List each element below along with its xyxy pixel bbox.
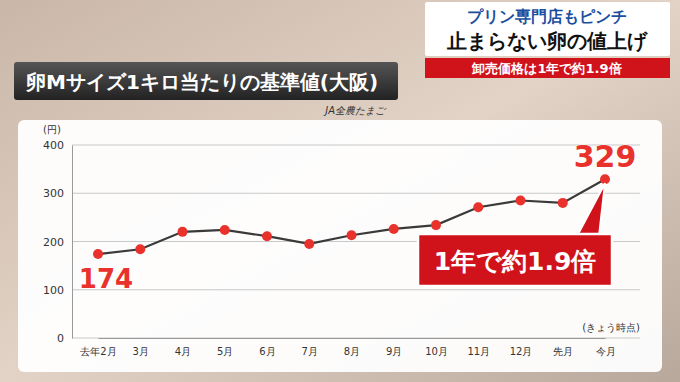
plot-panel [18, 120, 662, 372]
point [516, 195, 526, 205]
grid-line [72, 193, 640, 194]
tick-label: 10月 [425, 346, 448, 357]
headline: 止まらない卵の値上げ [446, 29, 648, 53]
tick-label: 3月 [133, 346, 149, 357]
point [431, 220, 441, 230]
tick: 今月 [596, 338, 616, 357]
data-label: 174 [79, 264, 133, 294]
tick-label: 4月 [175, 346, 191, 357]
grid-line [72, 338, 640, 339]
subtitle: JA全農たまご [323, 105, 387, 116]
tick: 4月 [175, 338, 191, 357]
note: (きょう時点) [582, 322, 640, 333]
tick-label: 12月 [510, 346, 533, 357]
point [262, 231, 272, 241]
tick-label: 7月 [302, 346, 318, 357]
axis-title: (円) [43, 124, 61, 135]
tick: 先月 [553, 338, 573, 357]
tick: 9月 [386, 338, 402, 357]
point [135, 244, 145, 254]
canvas: プリン専門店もピンチ止まらない卵の値上げ卸売価格は1年で約1.9倍卵Mサイズ1キ… [0, 0, 680, 382]
tick: 0 [57, 332, 72, 345]
headline: プリン専門店もピンチ [467, 7, 627, 26]
background [0, 0, 680, 382]
tick-label: 今月 [596, 346, 616, 357]
title: 卵Mサイズ1キロ当たりの基準値(大阪) [25, 70, 378, 94]
tick: 200 [43, 236, 72, 249]
tick-label: 100 [43, 284, 64, 297]
banner: 卸売価格は1年で約1.9倍 [471, 61, 621, 76]
tick: 7月 [302, 338, 318, 357]
tick: 12月 [510, 338, 533, 357]
title-box [14, 62, 398, 100]
point [600, 174, 610, 184]
tick-label: 去年2月 [80, 346, 116, 357]
tick: 300 [43, 187, 72, 200]
tick-label: 200 [43, 236, 64, 249]
point [389, 224, 399, 234]
tick: 去年2月 [80, 338, 116, 357]
tick: 8月 [344, 338, 360, 357]
tick-label: 5月 [217, 346, 233, 357]
annotation: 1年で約1.9倍 [434, 247, 597, 276]
data-label: 329 [574, 139, 637, 174]
axis-line [72, 146, 73, 339]
point [347, 230, 357, 240]
tick-label: 9月 [386, 346, 402, 357]
point [220, 225, 230, 235]
callout-pointer [577, 183, 605, 236]
tick: 100 [43, 284, 72, 297]
tick: 10月 [425, 338, 448, 357]
headline-box [425, 2, 670, 56]
tick: 3月 [133, 338, 149, 357]
point [93, 249, 103, 259]
tick-label: 8月 [344, 346, 360, 357]
x-axis: 去年2月 3月 4月 5月 6月 7月 8月 9月 10月 11月 12月 先月 今月 [80, 338, 615, 357]
tick: 5月 [217, 338, 233, 357]
point [473, 202, 483, 212]
grid-line [72, 289, 640, 290]
y-axis: 0 100 200 300 400 [43, 139, 73, 345]
tick-label: 300 [43, 187, 64, 200]
point [558, 198, 568, 208]
point [304, 239, 314, 249]
tick: 400 [43, 139, 72, 152]
point [178, 227, 188, 237]
tick-label: 先月 [553, 346, 573, 357]
grid-line [72, 145, 640, 146]
callout-box [418, 234, 612, 286]
tick: 11月 [467, 338, 490, 357]
axis-line [99, 338, 606, 339]
tick-label: 0 [57, 332, 64, 345]
grid [72, 145, 640, 338]
tick-label: 6月 [259, 346, 275, 357]
tick: 6月 [259, 338, 275, 357]
tick-label: 400 [43, 139, 64, 152]
banner-box [425, 58, 670, 78]
tick-label: 11月 [467, 346, 490, 357]
